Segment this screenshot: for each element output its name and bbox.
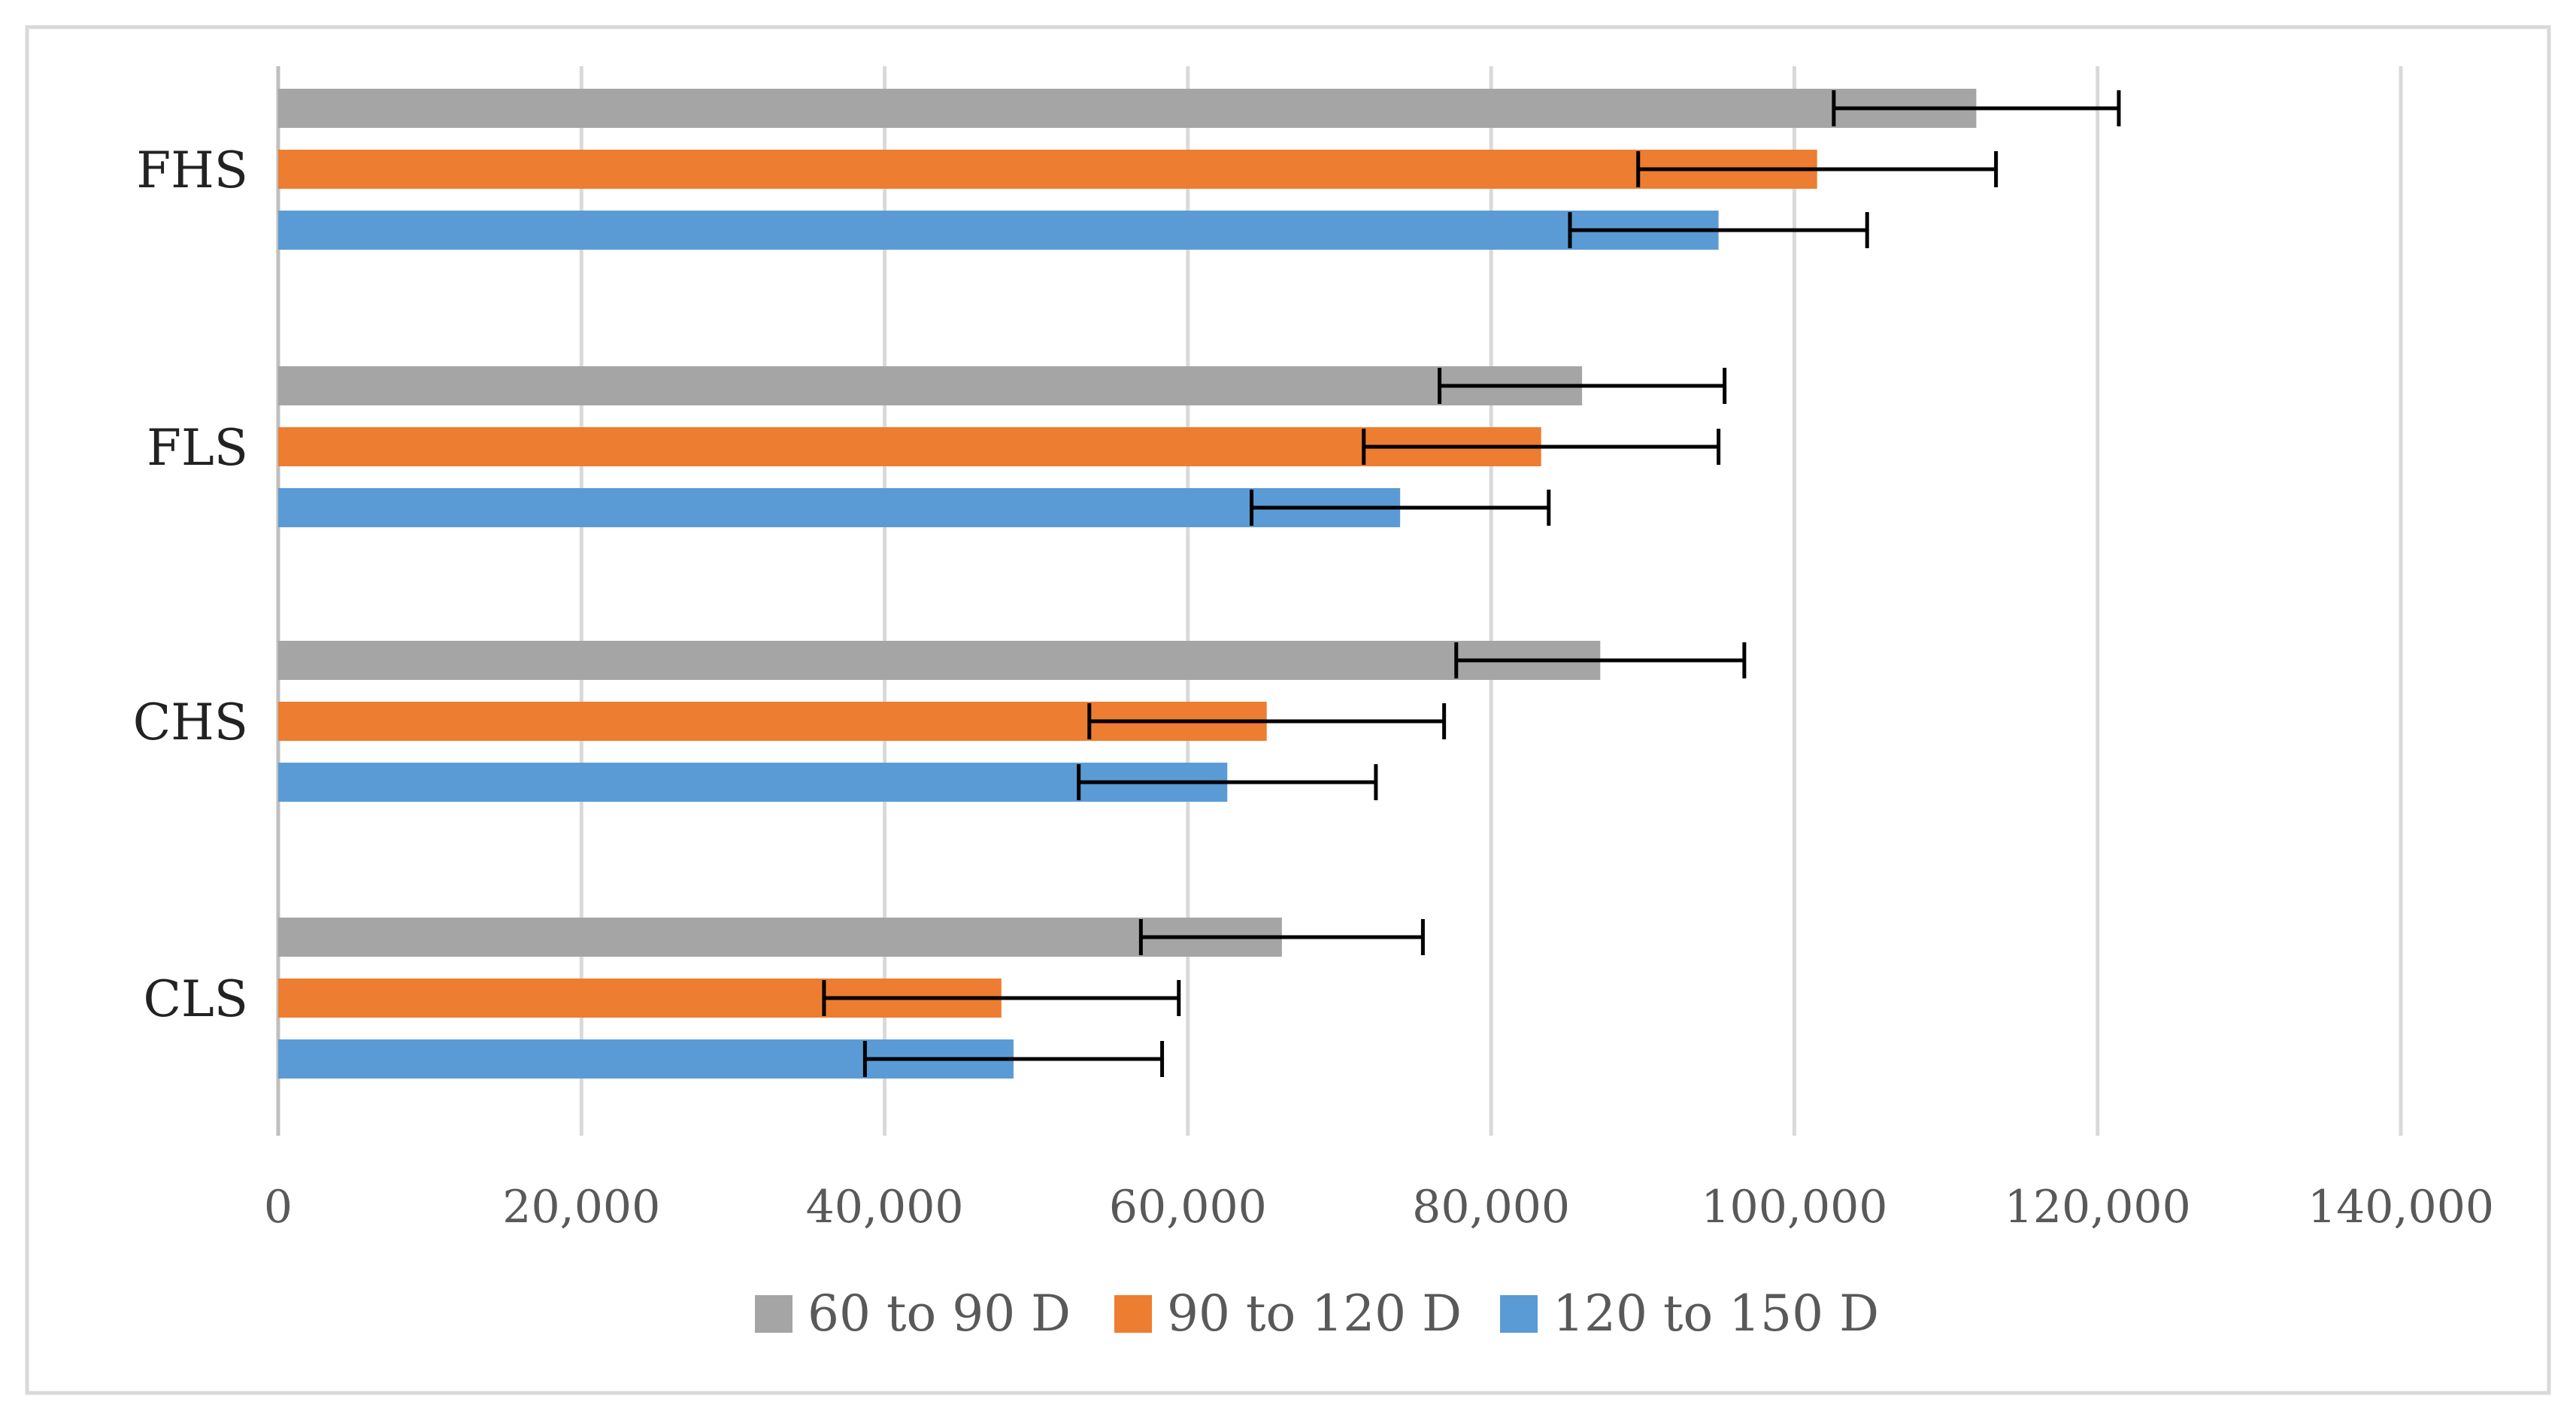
x-tick-labels: 0 20,000 40,000 60,000 80,000 100,000 120,000 1… (264, 1181, 2494, 1233)
error-bar-chs-series-1 (1454, 642, 1747, 678)
legend-entry-1: 60 to 90 D (755, 1285, 1071, 1343)
legend-label-1: 60 to 90 D (808, 1285, 1071, 1343)
legend-swatch-1 (755, 1295, 792, 1333)
error-bar-fls-series-2 (1362, 429, 1721, 465)
x-tick-label-2: 40,000 (806, 1181, 964, 1233)
legend: 60 to 90 D 90 to 120 D 120 to 150 D (755, 1285, 1879, 1343)
bar-fhs-series-3 (278, 211, 1719, 250)
x-tick-label-5: 100,000 (1701, 1181, 1887, 1233)
error-bar-cls-series-3 (862, 1041, 1165, 1077)
legend-swatch-3 (1500, 1295, 1538, 1333)
error-bar-fhs-series-3 (1568, 212, 1869, 248)
category-labels: FHS FLS CHS CLS (133, 141, 248, 1028)
error-bar-cls-series-1 (1138, 919, 1425, 955)
category-label-fhs: FHS (136, 141, 248, 199)
bar-fls-series-1 (278, 366, 1583, 405)
error-bar-cls-series-2 (822, 980, 1181, 1016)
x-tick-label-7: 140,000 (2308, 1181, 2494, 1233)
category-label-cls: CLS (143, 970, 248, 1028)
legend-entry-3: 120 to 150 D (1500, 1285, 1879, 1343)
bar-fls-series-3 (278, 488, 1401, 527)
legend-label-2: 90 to 120 D (1167, 1285, 1462, 1343)
error-bars (822, 90, 2121, 1077)
x-tick-label-0: 0 (264, 1181, 292, 1233)
x-tick-label-6: 120,000 (2005, 1181, 2191, 1233)
error-bar-fls-series-1 (1438, 368, 1727, 404)
x-tick-label-1: 20,000 (502, 1181, 660, 1233)
legend-label-3: 120 to 150 D (1553, 1285, 1879, 1343)
error-bar-chs-series-2 (1087, 703, 1447, 739)
bars (278, 89, 1977, 1079)
bar-fls-series-2 (278, 427, 1541, 466)
bar-fhs-series-1 (278, 89, 1977, 128)
error-bar-fhs-series-1 (1832, 90, 2121, 126)
category-label-chs: CHS (133, 693, 248, 751)
legend-entry-2: 90 to 120 D (1114, 1285, 1462, 1343)
bar-cls-series-1 (278, 918, 1282, 957)
bar-fhs-series-2 (278, 150, 1817, 189)
bar-chs-series-3 (278, 763, 1228, 802)
x-tick-label-3: 60,000 (1109, 1181, 1267, 1233)
error-bar-fls-series-3 (1250, 490, 1551, 526)
bar-chs-series-1 (278, 641, 1601, 680)
error-bar-chs-series-3 (1077, 764, 1378, 800)
x-tick-label-4: 80,000 (1412, 1181, 1570, 1233)
category-label-fls: FLS (147, 419, 248, 477)
error-bar-fhs-series-2 (1636, 151, 1999, 187)
legend-swatch-2 (1114, 1295, 1152, 1333)
